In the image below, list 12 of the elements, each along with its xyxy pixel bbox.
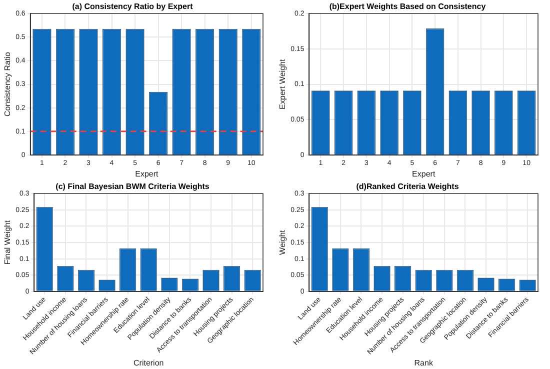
x-axis-title: Criterion (133, 358, 164, 368)
chart-title: (d)Ranked Criteria Weights (356, 182, 460, 192)
chart-title: (b)Expert Weights Based on Consistency (329, 2, 486, 12)
y-axis-title: Final Weight (3, 220, 12, 265)
chart-title: (a) Consistency Ratio by Expert (72, 2, 194, 12)
y-axis-title: Consistency Ratio (3, 52, 12, 117)
y-axis-title: Weight (278, 229, 288, 255)
x-axis-title: Expert (135, 169, 159, 178)
y-axis-title: Expert Weight (278, 58, 288, 110)
x-axis-title: Expert (412, 169, 436, 178)
chart-title: (c) Final Bayesian BWM Criteria Weights (56, 182, 210, 192)
x-axis-title: Rank (414, 358, 434, 368)
